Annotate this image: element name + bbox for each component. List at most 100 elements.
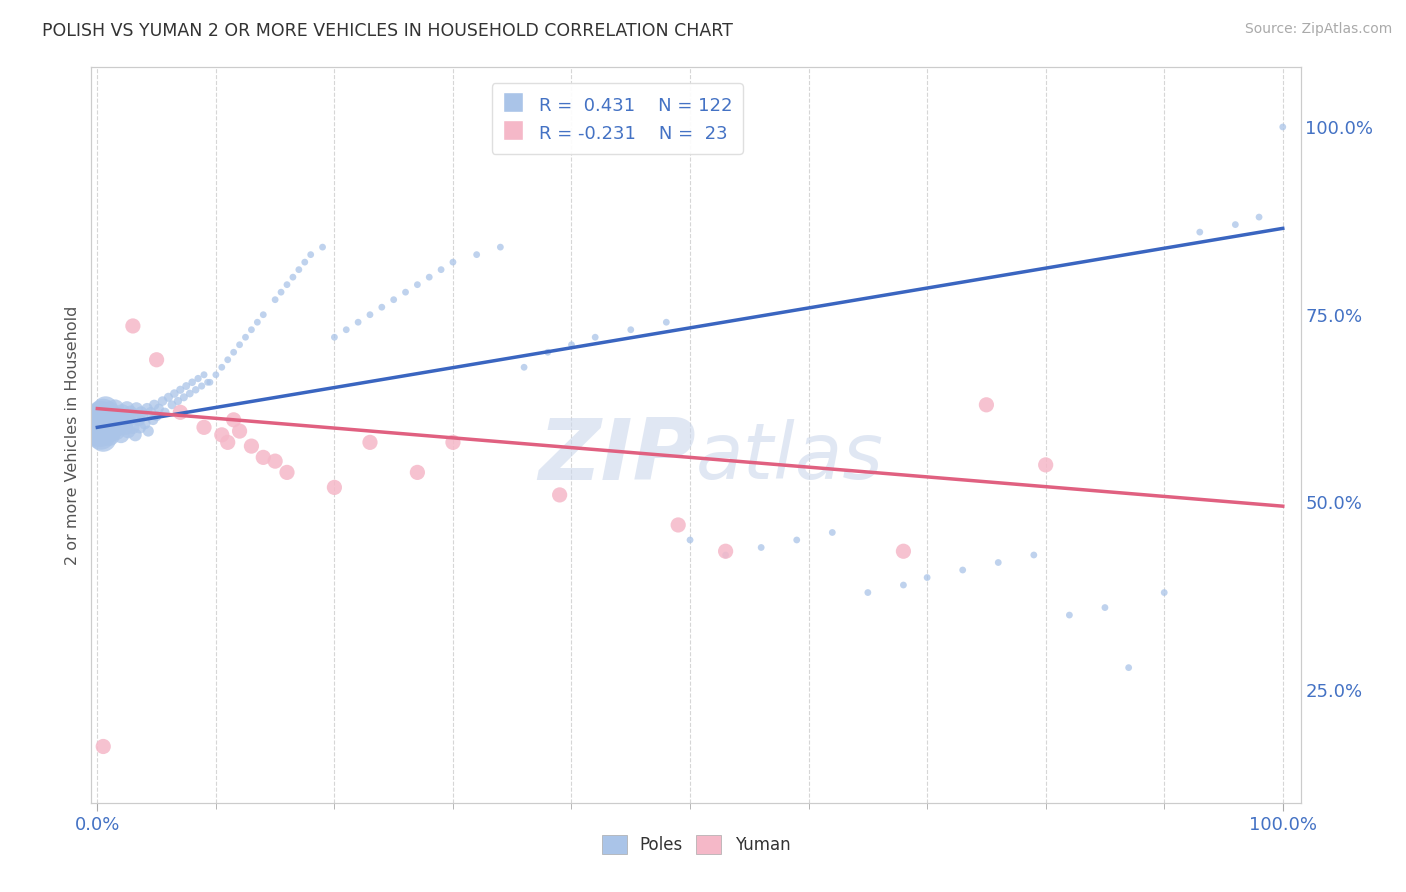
Point <box>976 398 998 412</box>
Point <box>1035 458 1057 472</box>
Point <box>111 405 134 419</box>
Point <box>323 480 346 494</box>
Point <box>323 330 346 344</box>
Point <box>108 413 131 427</box>
Point <box>112 417 135 431</box>
Point <box>217 435 239 450</box>
Point <box>145 409 167 423</box>
Point <box>211 428 233 442</box>
Text: Source: ZipAtlas.com: Source: ZipAtlas.com <box>1244 22 1392 37</box>
Point <box>583 330 606 344</box>
Point <box>264 454 287 468</box>
Point <box>281 270 304 285</box>
Point <box>347 315 370 329</box>
Point <box>987 556 1010 570</box>
Point <box>104 413 127 427</box>
Point <box>548 488 571 502</box>
Point <box>714 544 737 558</box>
Point <box>93 413 115 427</box>
Point <box>94 401 117 416</box>
Point <box>1247 210 1270 224</box>
Point <box>371 300 394 314</box>
Point <box>821 525 844 540</box>
Point <box>299 247 322 261</box>
Point <box>101 409 124 423</box>
Point <box>406 277 429 292</box>
Point <box>87 420 110 434</box>
Point <box>893 544 915 558</box>
Point <box>129 420 152 434</box>
Point <box>335 323 357 337</box>
Point <box>193 420 215 434</box>
Point <box>205 368 228 382</box>
Point <box>187 371 209 385</box>
Point <box>90 428 112 442</box>
Point <box>276 466 298 480</box>
Point <box>184 383 207 397</box>
Point <box>655 315 678 329</box>
Point <box>441 255 464 269</box>
Point <box>139 405 162 419</box>
Point <box>193 368 215 382</box>
Point <box>181 376 204 390</box>
Point <box>211 360 233 375</box>
Point <box>418 270 440 285</box>
Text: ZIP: ZIP <box>538 416 696 499</box>
Point <box>98 417 121 431</box>
Text: POLISH VS YUMAN 2 OR MORE VEHICLES IN HOUSEHOLD CORRELATION CHART: POLISH VS YUMAN 2 OR MORE VEHICLES IN HO… <box>42 22 733 40</box>
Point <box>122 409 145 423</box>
Point <box>240 439 263 453</box>
Point <box>228 424 250 438</box>
Point <box>1271 120 1294 134</box>
Point <box>124 428 146 442</box>
Point <box>235 330 257 344</box>
Point <box>157 390 180 404</box>
Point <box>134 417 156 431</box>
Point <box>97 409 120 423</box>
Point <box>1022 548 1045 562</box>
Point <box>107 420 129 434</box>
Point <box>620 323 643 337</box>
Point <box>122 318 145 333</box>
Point <box>152 394 174 409</box>
Point <box>136 401 159 416</box>
Point <box>430 262 453 277</box>
Point <box>91 739 114 754</box>
Point <box>179 386 201 401</box>
Point <box>190 379 212 393</box>
Point <box>110 428 132 442</box>
Point <box>122 420 145 434</box>
Point <box>129 405 152 419</box>
Point <box>136 424 159 438</box>
Point <box>915 570 938 584</box>
Point <box>148 401 170 416</box>
Point <box>359 435 381 450</box>
Point <box>311 240 333 254</box>
Point <box>173 390 195 404</box>
Point <box>105 424 128 438</box>
Point <box>246 315 269 329</box>
Point <box>952 563 974 577</box>
Point <box>90 409 112 423</box>
Point <box>89 424 111 438</box>
Point <box>394 285 416 300</box>
Point <box>252 308 274 322</box>
Point <box>160 398 183 412</box>
Point <box>856 585 879 599</box>
Point <box>489 240 512 254</box>
Point <box>288 262 311 277</box>
Point <box>666 518 689 533</box>
Point <box>222 413 245 427</box>
Point <box>107 409 129 423</box>
Point <box>270 285 292 300</box>
Point <box>94 424 117 438</box>
Point <box>560 337 582 351</box>
Point <box>98 405 121 419</box>
Point <box>98 428 121 442</box>
Point <box>125 401 148 416</box>
Point <box>749 541 772 555</box>
Point <box>91 405 114 419</box>
Point <box>228 337 250 351</box>
Point <box>114 409 136 423</box>
Point <box>114 420 136 434</box>
